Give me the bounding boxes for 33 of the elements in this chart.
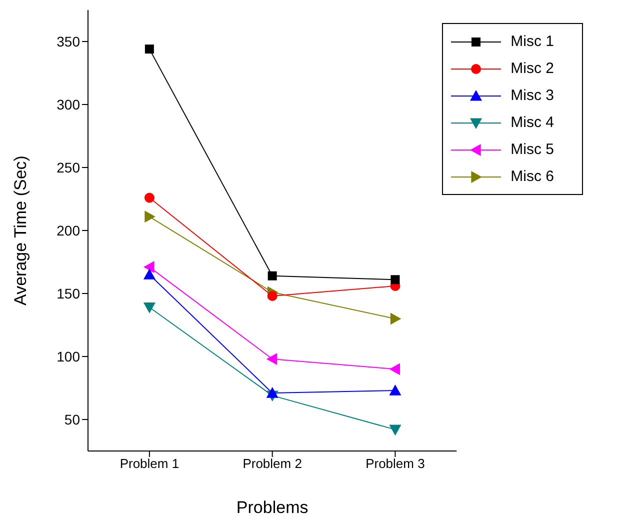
legend-label: Misc 6 [510,168,554,185]
y-tick-label: 250 [56,159,80,176]
point [389,384,402,396]
point [143,302,156,314]
legend-label: Misc 1 [510,33,554,50]
point [390,312,402,325]
point [143,261,154,274]
point [144,192,154,203]
y-axis-title: Average Time (Sec) [11,156,30,306]
point [144,44,154,54]
point [266,387,278,398]
y-tick-label: 350 [56,33,80,50]
point [389,424,402,436]
legend-label: Misc 3 [510,87,554,104]
x-tick-label: Problem 3 [366,456,425,472]
y-tick-label: 50 [64,411,80,428]
point [267,291,278,302]
y-tick-label: 200 [56,222,80,238]
legend-label: Misc 2 [510,60,554,77]
legend-label: Misc 4 [510,114,554,131]
point [268,271,277,280]
point [389,363,400,376]
point [144,210,156,223]
x-tick-label: Problem 1 [120,456,180,472]
x-axis-title: Problems [236,498,308,517]
legend-label: Misc 5 [510,141,554,158]
point [390,275,400,284]
y-tick-label: 300 [56,96,80,112]
point [266,353,278,366]
y-tick-label: 150 [56,285,80,302]
x-tick-label: Problem 2 [242,456,302,472]
point [143,268,156,280]
y-tick-label: 100 [56,348,80,364]
